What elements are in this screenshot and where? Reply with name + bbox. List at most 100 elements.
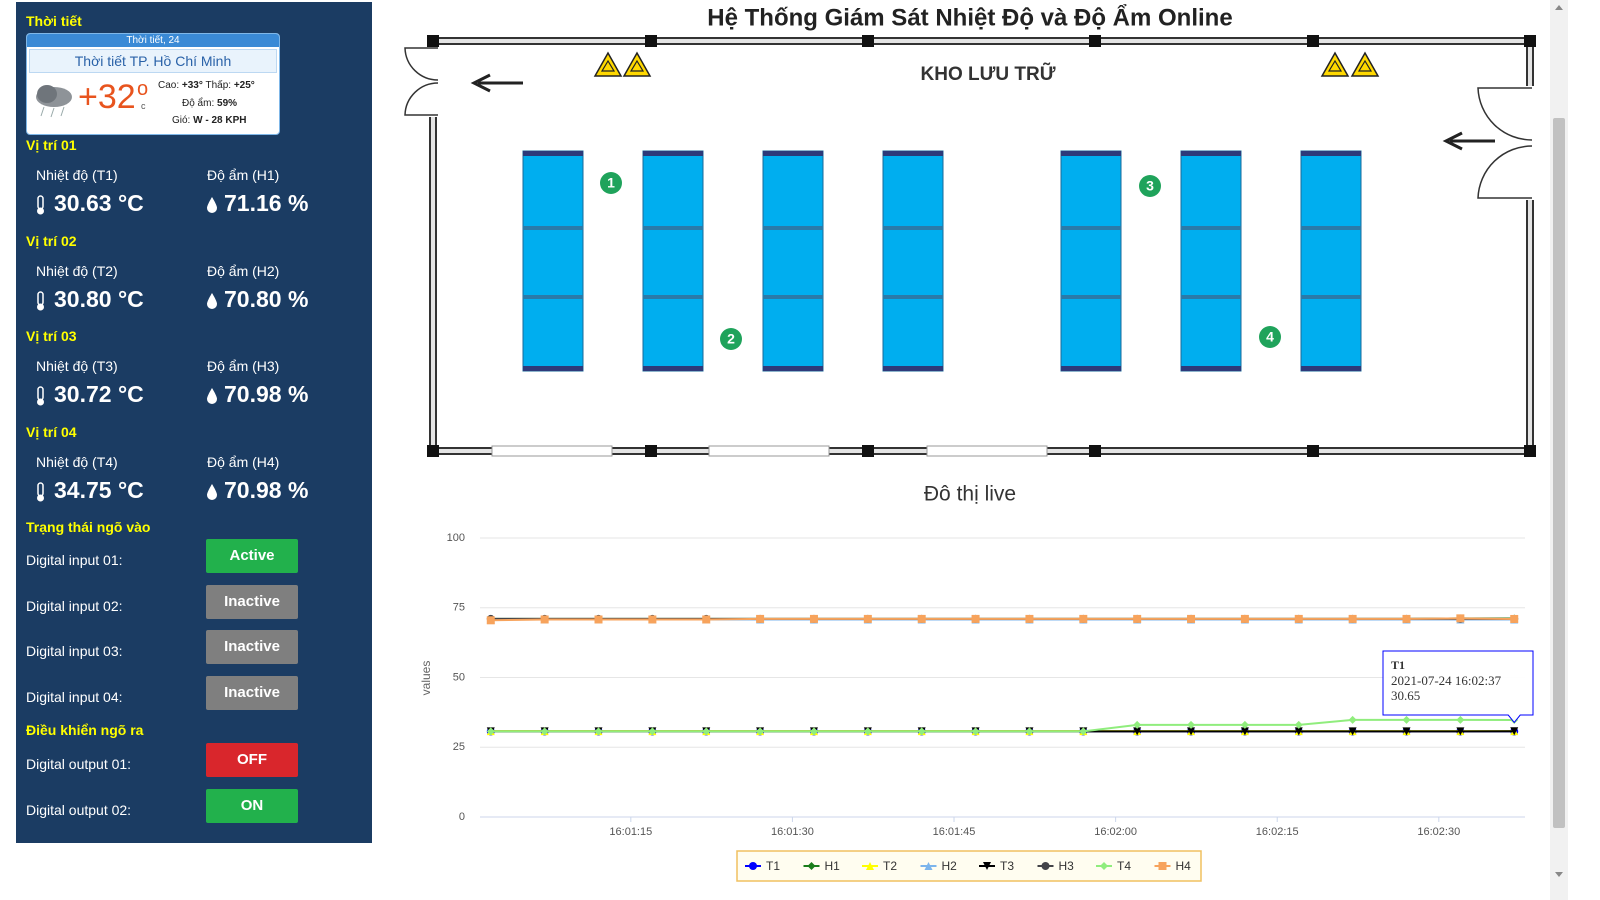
thermometer-icon — [37, 386, 44, 406]
door-opening — [427, 45, 439, 117]
column — [427, 445, 439, 457]
marker — [1240, 720, 1249, 729]
warning-sign — [593, 51, 623, 77]
rack-shelf — [1301, 226, 1361, 230]
sensor-label: 1 — [607, 175, 615, 191]
exit-arrow — [470, 73, 523, 93]
column — [1089, 35, 1101, 47]
drop-icon — [207, 197, 217, 213]
location-title: Vị trí 01 — [26, 137, 77, 153]
x-tick-label: 16:02:00 — [1094, 826, 1137, 838]
marker — [486, 727, 495, 736]
tooltip-datetime: 2021-07-24 16:02:37 — [1391, 673, 1502, 688]
marker — [971, 727, 980, 736]
legend-marker — [866, 862, 874, 870]
sensor-label: 4 — [1266, 329, 1274, 345]
temp-value: 30.72 °C — [54, 381, 144, 407]
marker — [917, 614, 926, 623]
rack-shelf — [883, 226, 943, 230]
marker — [1025, 614, 1034, 623]
humidity-label: Độ ẩm: — [182, 98, 215, 109]
rack-top — [1301, 151, 1361, 156]
page-title: Hệ Thống Giám Sát Nhiệt Độ và Độ Ẩm Onli… — [707, 3, 1232, 31]
io-button[interactable]: OFF — [206, 743, 298, 777]
y-axis-label: values — [419, 661, 433, 696]
floor-plan: KHO LƯU TRỮ 1 2 3 4 — [404, 35, 1536, 457]
rain — [40, 106, 45, 117]
low-label: Thấp: — [205, 80, 232, 91]
marker — [1348, 727, 1357, 736]
marker — [1133, 727, 1142, 736]
weather-humidity: Độ ẩm: 59% — [182, 98, 237, 109]
scroll-down[interactable] — [1555, 872, 1563, 877]
column — [1089, 445, 1101, 457]
warning-inner — [1327, 59, 1343, 72]
warning-inner — [1357, 59, 1373, 72]
scroll-thumb[interactable] — [1553, 118, 1565, 828]
series-line — [490, 617, 1515, 622]
marker — [1079, 614, 1088, 623]
thermo-bulb — [37, 398, 44, 406]
marker — [756, 614, 765, 623]
marker — [809, 614, 818, 623]
window — [708, 445, 830, 457]
drop — [207, 483, 217, 500]
marker — [702, 727, 711, 736]
io-button[interactable]: Inactive — [206, 630, 298, 665]
marker — [863, 727, 872, 736]
marker — [540, 727, 549, 736]
door — [404, 47, 439, 116]
io-button[interactable]: Inactive — [206, 676, 298, 711]
legend-label: T4 — [1117, 859, 1131, 873]
rack-shelf — [1181, 295, 1241, 299]
legend-label: H3 — [1059, 859, 1075, 873]
io-button[interactable]: Active — [206, 539, 298, 573]
legend-marker — [1158, 862, 1167, 870]
io-button[interactable]: Inactive — [206, 584, 298, 619]
rack — [522, 150, 584, 372]
thermometer-icon — [37, 290, 44, 310]
weather-wind: Gió: W - 28 KPH — [172, 115, 246, 126]
location-title: Vị trí 04 — [26, 423, 77, 440]
weather-unit: c — [141, 101, 146, 111]
marker — [756, 727, 765, 736]
thermo-bulb — [37, 207, 44, 215]
x-tick-label: 16:01:45 — [933, 826, 976, 838]
column — [1307, 445, 1319, 457]
thermometer-icon — [37, 195, 44, 215]
marker — [540, 615, 549, 624]
tooltip-box — [1382, 650, 1534, 724]
legend-label: T1 — [766, 859, 780, 873]
io-button[interactable]: ON — [206, 788, 298, 823]
rack-shelf — [1061, 295, 1121, 299]
rain — [60, 106, 65, 117]
rack-bottom — [1301, 366, 1361, 371]
y-tick-label: 25 — [453, 741, 465, 753]
sensor-label: 3 — [1146, 178, 1154, 194]
weather-icon — [36, 85, 72, 118]
thermo-bulb — [37, 494, 44, 501]
rack — [762, 150, 824, 372]
series-line — [490, 718, 1515, 733]
legend-marker — [983, 862, 991, 870]
io-label: Digital input 04: — [26, 689, 123, 706]
column — [645, 35, 657, 47]
marker — [648, 615, 657, 624]
marker — [1294, 614, 1303, 623]
warning-sign — [622, 51, 652, 77]
column — [1524, 445, 1536, 457]
legend-label: H1 — [825, 859, 841, 873]
weather-high-low: Cao: +33° Thấp: +25° — [158, 80, 255, 91]
x-tick-label: 16:01:30 — [771, 826, 814, 838]
x-tick-label: 16:01:15 — [609, 826, 652, 838]
column — [1307, 35, 1319, 47]
scroll-up[interactable] — [1555, 5, 1563, 10]
sensor-marker — [600, 172, 622, 194]
weather-city: Thời tiết TP. Hồ Chí Minh — [29, 49, 277, 73]
y-tick-label: 100 — [447, 532, 465, 544]
legend-marker — [924, 862, 933, 870]
weather-header: Thời tiết, 24 — [27, 34, 279, 47]
marker — [1025, 727, 1034, 736]
hum-value: 70.98 % — [224, 476, 309, 503]
